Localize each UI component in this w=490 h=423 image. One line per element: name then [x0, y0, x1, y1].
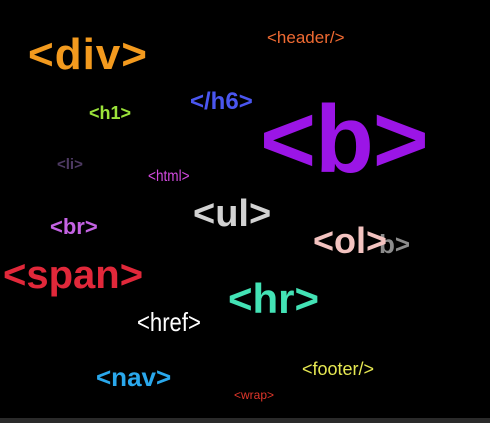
tag-ul: <ul>: [193, 193, 272, 235]
bottom-edge-strip: [0, 418, 490, 423]
tag-li: <li>: [57, 156, 83, 173]
tag-header: <header/>: [267, 28, 345, 47]
tag-hr: <hr>: [228, 275, 320, 322]
tag-h6: </h6>: [190, 88, 253, 115]
tag-h1: <h1>: [89, 103, 132, 123]
tag-wrap: <wrap>: [234, 388, 275, 402]
tag-div: <div>: [28, 30, 148, 79]
tag-span: <span>: [3, 253, 144, 297]
tag-br: <br>: [50, 214, 98, 239]
tag-href: <href>: [137, 307, 201, 337]
tag-b: <b>: [260, 86, 429, 193]
tag-footer: <footer/>: [302, 359, 375, 379]
tag-ol-echo: b>: [379, 229, 411, 259]
tag-ol: <ol>: [313, 220, 388, 261]
tag-nav: <nav>: [96, 362, 172, 392]
tag-html: <html>: [148, 168, 190, 185]
